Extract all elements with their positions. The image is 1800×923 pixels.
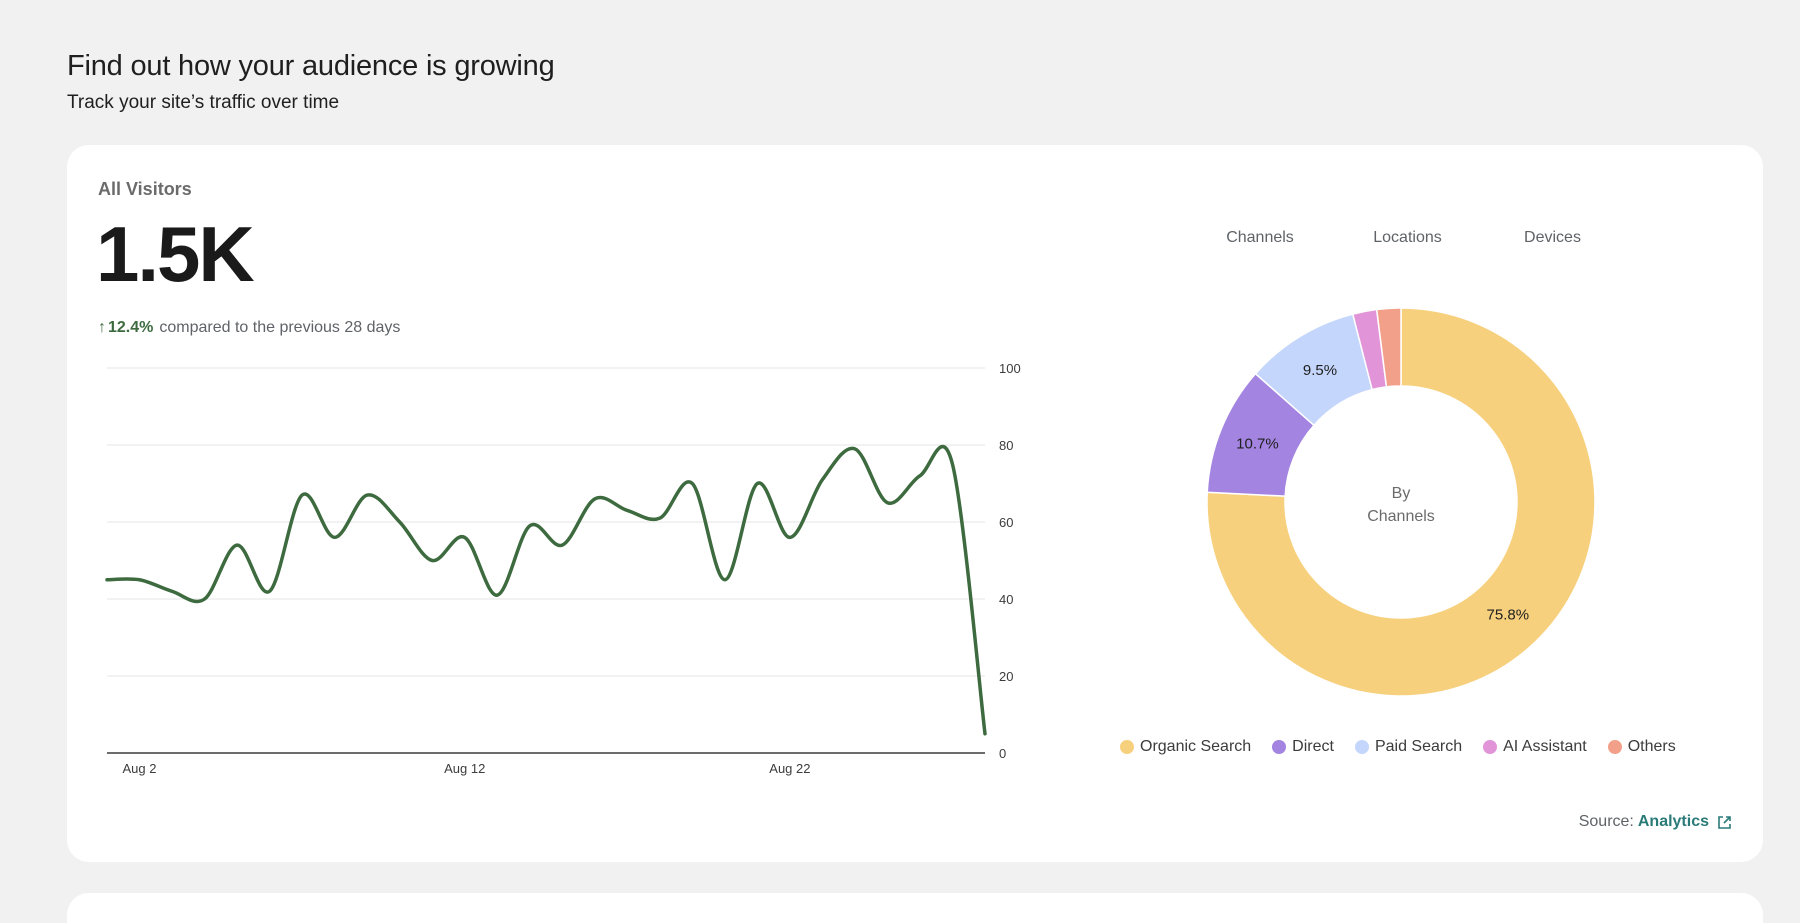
slice-label: 75.8% (1487, 606, 1530, 623)
source-attribution: Source: Analytics (1579, 813, 1732, 831)
metric-value: 1.5K (96, 210, 255, 298)
change-text: compared to the previous 28 days (159, 319, 401, 336)
legend-label: Organic Search (1140, 738, 1252, 755)
y-tick-label: 80 (999, 438, 1013, 453)
change-value: 12.4% (108, 319, 154, 336)
page-header: Find out how your audience is growing Tr… (67, 50, 555, 114)
donut-center-label: Channels (1367, 508, 1435, 525)
y-tick-label: 20 (999, 669, 1013, 684)
metric-change: ↑ 12.4% compared to the previous 28 days (98, 319, 400, 337)
slice-label: 10.7% (1236, 436, 1279, 453)
x-tick-label: Aug 22 (769, 761, 810, 776)
y-tick-label: 40 (999, 592, 1013, 607)
arrow-up-icon: ↑ (98, 319, 106, 336)
legend-dot (1354, 740, 1369, 754)
next-card-edge (67, 893, 1763, 923)
legend-item-others[interactable]: Others (1607, 738, 1676, 756)
legend-label: Direct (1292, 738, 1334, 755)
y-tick-label: 0 (999, 746, 1006, 761)
donut-legend: Organic Search Direct Paid Search AI Ass… (1120, 738, 1676, 756)
legend-label: Paid Search (1374, 738, 1463, 755)
legend-item-direct[interactable]: Direct (1272, 738, 1334, 756)
legend-label: AI Assistant (1503, 738, 1587, 755)
x-tick-label: Aug 12 (444, 761, 485, 776)
y-tick-label: 60 (999, 515, 1013, 530)
legend-dot (1120, 740, 1134, 754)
legend-dot (1272, 740, 1287, 754)
legend-item-paid-search[interactable]: Paid Search (1354, 738, 1463, 756)
tab-channels[interactable]: Channels (1226, 229, 1294, 246)
visitors-card: All Visitors 1.5K ↑ 12.4% compared to th… (67, 145, 1763, 862)
donut-center-label: By (1392, 485, 1411, 502)
metric-label: All Visitors (98, 179, 192, 199)
analytics-link[interactable]: Analytics (1637, 813, 1709, 830)
page-title: Find out how your audience is growing (67, 50, 555, 82)
y-tick-label: 100 (999, 361, 1021, 376)
legend-dot (1607, 740, 1622, 754)
tab-locations[interactable]: Locations (1373, 229, 1442, 246)
donut-slice-organic-search[interactable] (1206, 307, 1596, 697)
donut-slice-others[interactable] (1375, 307, 1402, 388)
legend-item-organic-search[interactable]: Organic Search (1120, 738, 1251, 756)
series-line-visitors (105, 444, 987, 736)
x-tick-label: Aug 2 (123, 761, 157, 776)
legend-dot (1483, 740, 1498, 754)
source-prefix: Source: (1578, 813, 1634, 830)
slice-label: 9.5% (1303, 362, 1337, 379)
visitors-line-chart: 0 20 40 60 80 100 Aug 2 Aug 12 Aug 22 (105, 361, 1021, 776)
page-subtitle: Track your site’s traffic over time (67, 92, 340, 113)
legend-label: Others (1627, 738, 1676, 755)
tab-devices[interactable]: Devices (1524, 229, 1581, 246)
breakdown-tabs: Channels Locations Devices (1200, 229, 1610, 267)
channels-donut-chart: 75.8% 10.7% 9.5% By Channels (1206, 307, 1596, 697)
external-link-icon[interactable] (1717, 815, 1732, 830)
legend-item-ai-assistant[interactable]: AI Assistant (1483, 738, 1587, 756)
